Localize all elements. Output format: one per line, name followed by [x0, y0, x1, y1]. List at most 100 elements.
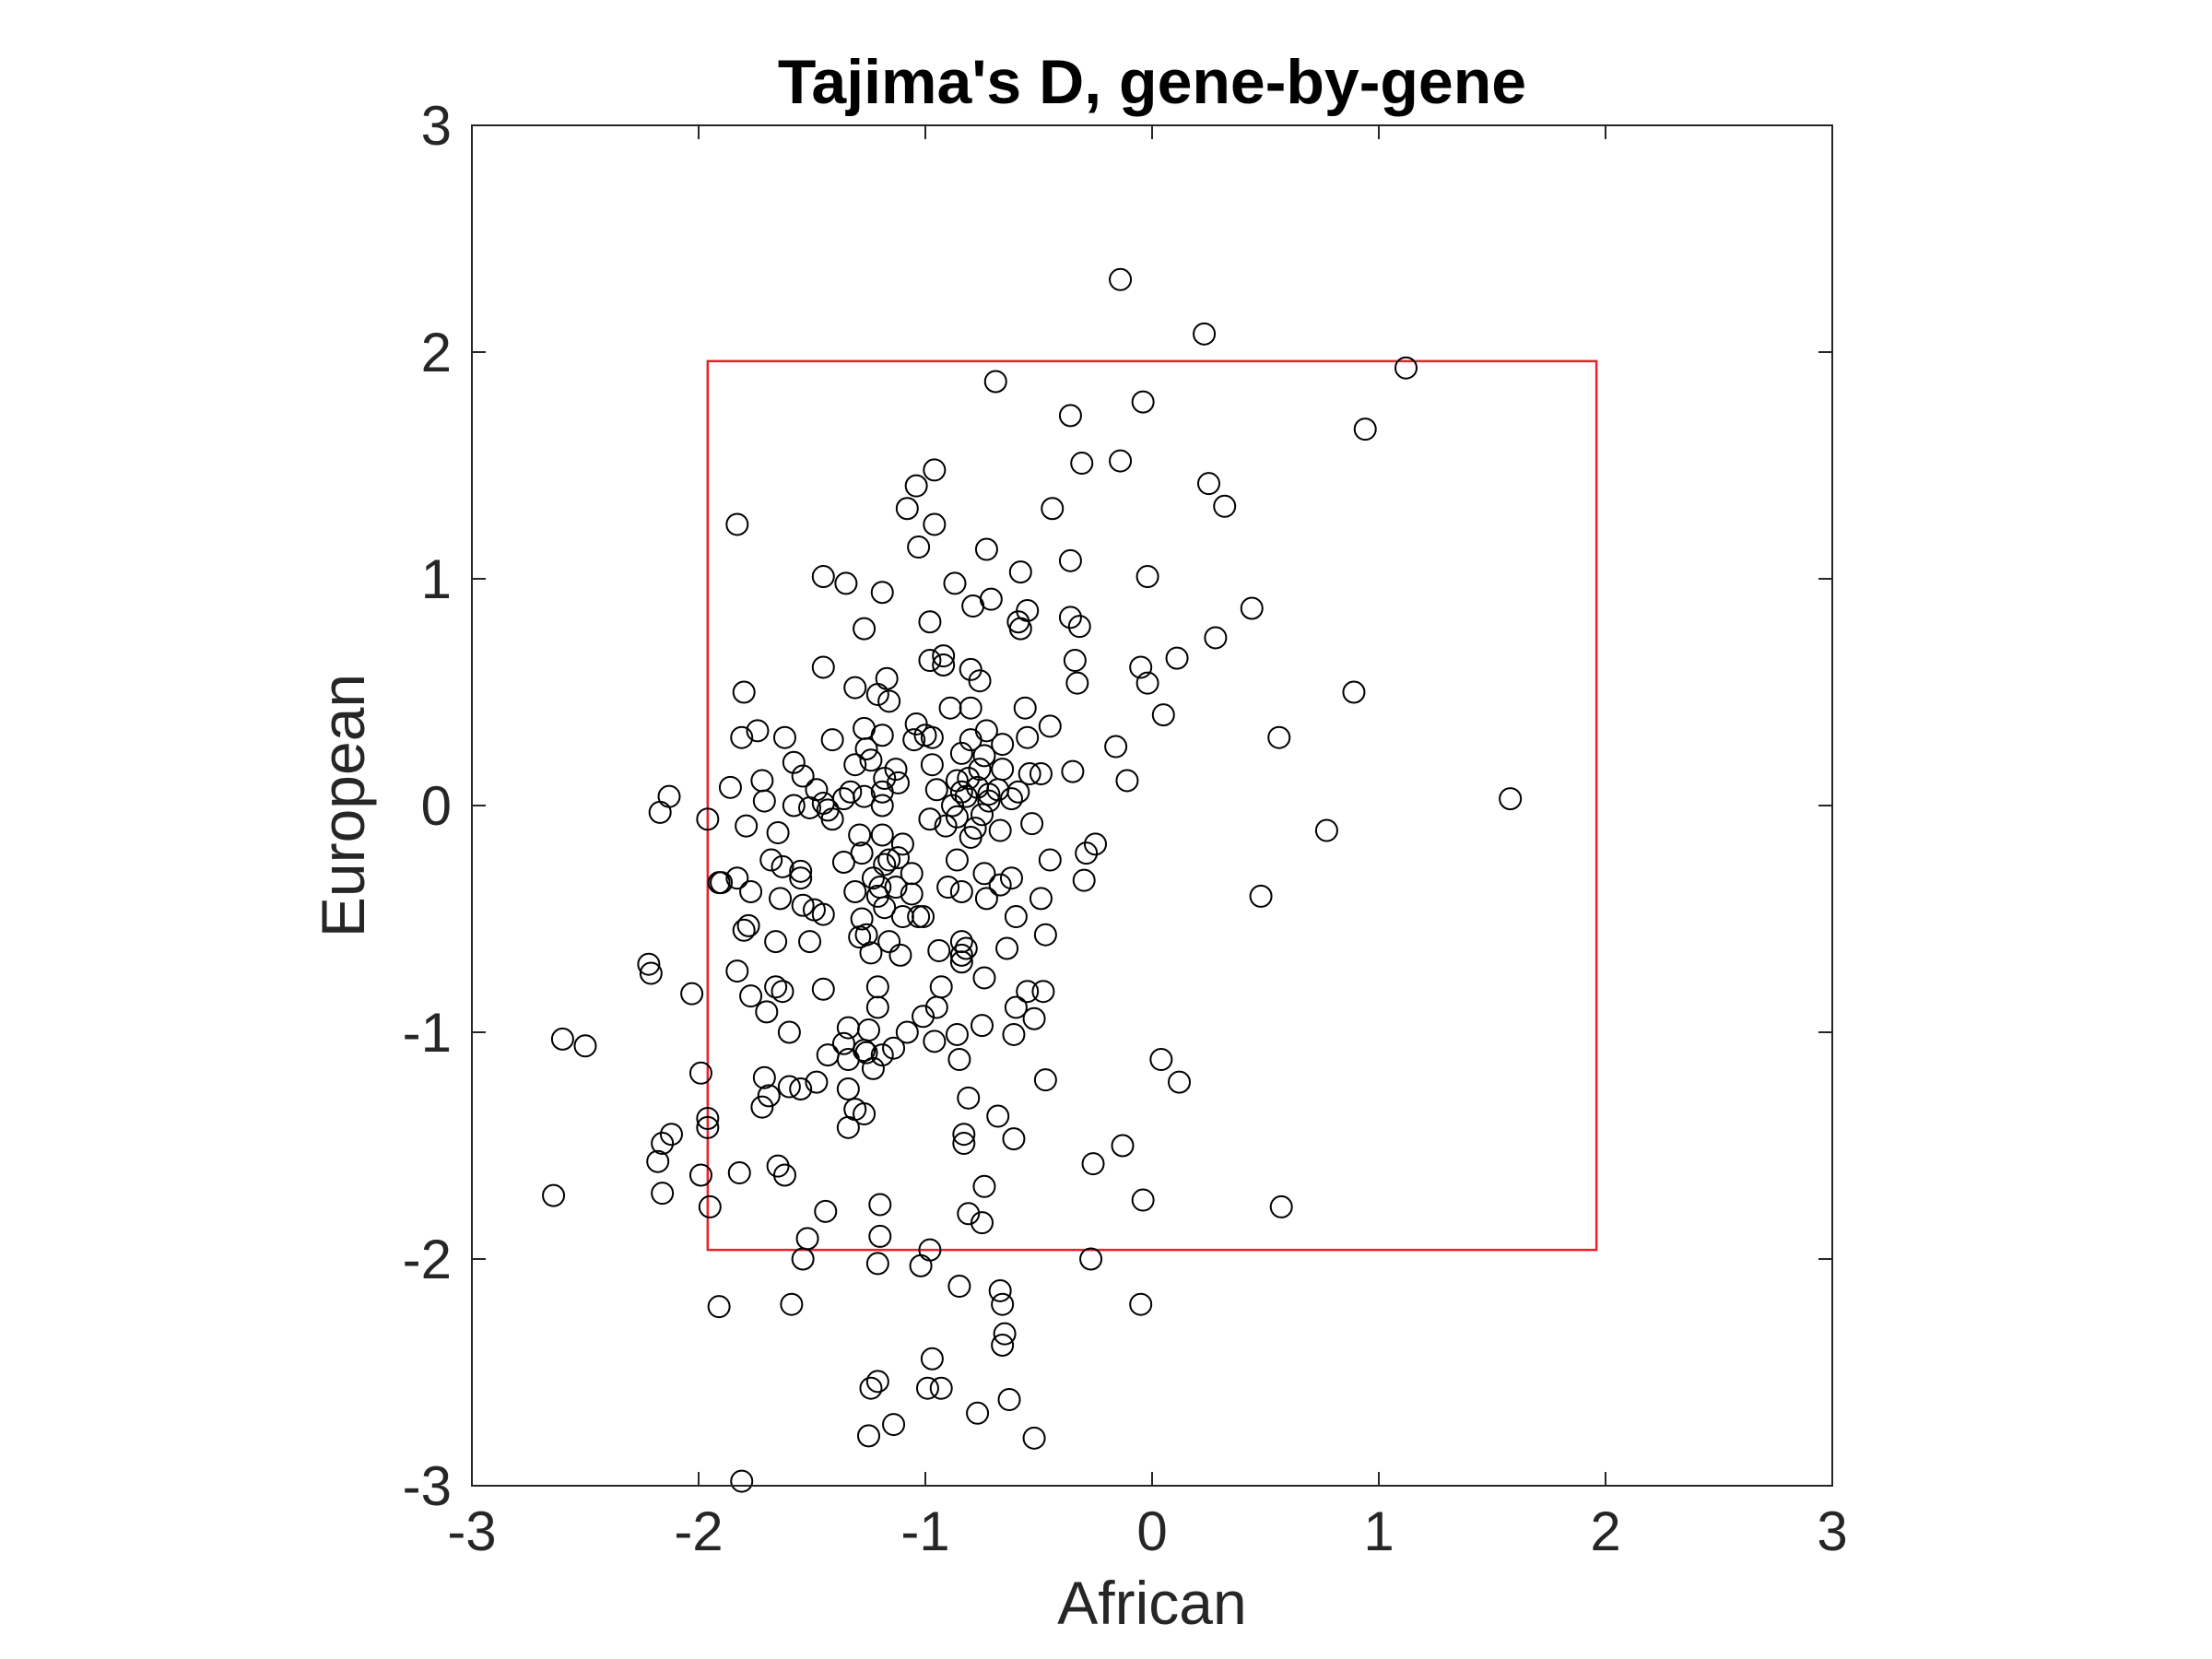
data-point	[766, 821, 790, 845]
data-point	[1342, 680, 1366, 704]
data-point	[688, 1061, 712, 1085]
data-point	[986, 1104, 1010, 1128]
data-point	[1038, 714, 1062, 738]
data-point	[1061, 759, 1085, 783]
data-point	[820, 728, 844, 752]
data-point	[848, 823, 872, 847]
data-point	[718, 775, 742, 799]
data-point	[1020, 812, 1044, 836]
data-point	[861, 1056, 885, 1080]
data-point	[850, 907, 874, 931]
data-point	[789, 859, 813, 883]
data-point	[947, 1048, 971, 1072]
data-point	[732, 680, 756, 704]
data-point	[949, 879, 973, 903]
data-point	[945, 848, 969, 872]
data-point	[573, 1034, 597, 1058]
x-tick-label: 1	[1363, 1500, 1394, 1562]
data-point	[924, 995, 948, 1019]
data-point	[971, 1014, 994, 1038]
data-point	[1058, 606, 1082, 629]
data-point	[988, 873, 1012, 897]
data-point	[870, 724, 894, 747]
data-point	[752, 1065, 776, 1089]
data-point	[639, 961, 663, 985]
data-point	[811, 977, 835, 1001]
data-point	[848, 925, 872, 949]
y-tick-label: -3	[403, 1455, 452, 1517]
data-point	[782, 750, 806, 774]
data-point	[1149, 1048, 1173, 1072]
data-point	[780, 1292, 804, 1316]
data-point	[1016, 980, 1040, 1004]
data-point	[853, 784, 877, 808]
data-point	[972, 1174, 996, 1198]
data-point	[764, 975, 788, 999]
data-point	[707, 871, 731, 895]
data-point	[1104, 735, 1128, 759]
data-point	[1197, 472, 1220, 496]
y-tick-label: -1	[403, 1002, 452, 1064]
data-point	[757, 1084, 781, 1108]
data-point	[1033, 1068, 1057, 1092]
data-point	[868, 1224, 892, 1248]
data-point	[918, 807, 942, 831]
data-point	[1109, 449, 1133, 473]
data-point	[870, 581, 894, 605]
data-point	[834, 571, 858, 595]
data-point	[1022, 1426, 1046, 1450]
data-point	[865, 884, 889, 908]
data-point	[1018, 762, 1041, 786]
data-point	[907, 535, 931, 559]
data-point	[999, 787, 1023, 811]
data-point	[945, 1022, 969, 1046]
x-tick-label: 2	[1590, 1500, 1620, 1562]
data-point	[877, 689, 901, 713]
data-point	[929, 1376, 953, 1400]
data-point	[698, 1194, 722, 1218]
x-tick-label: -3	[447, 1500, 496, 1562]
data-point	[1029, 762, 1053, 786]
data-point	[974, 537, 998, 561]
data-point	[759, 848, 783, 872]
data-point	[873, 766, 897, 790]
data-point	[811, 902, 835, 926]
data-point	[739, 984, 763, 1008]
data-point	[859, 941, 883, 965]
data-point	[882, 1036, 906, 1060]
data-point	[1151, 703, 1175, 727]
data-point	[865, 1370, 889, 1394]
data-point	[865, 995, 889, 1019]
data-point	[727, 1161, 751, 1185]
data-point	[732, 918, 756, 942]
data-point	[983, 370, 1007, 394]
axes-layer: -3 -2 -1 0 1 2 3 -3 -2 -1 0 1 2 3	[403, 95, 1848, 1562]
data-point	[957, 766, 981, 790]
data-point	[1168, 1070, 1192, 1094]
data-point	[777, 1020, 801, 1044]
data-point	[1072, 868, 1096, 892]
data-point	[972, 862, 996, 886]
chart-title: Tajima's D, gene-by-gene	[778, 47, 1526, 117]
data-point	[873, 853, 897, 877]
data-point	[707, 1295, 731, 1319]
data-point	[1269, 1194, 1293, 1218]
data-point	[952, 1123, 976, 1147]
data-point	[1353, 418, 1377, 441]
data-point	[839, 780, 863, 804]
data-point	[957, 1086, 981, 1110]
data-point	[772, 725, 796, 749]
data-point	[949, 943, 973, 967]
data-point	[1067, 615, 1091, 639]
data-point	[974, 887, 998, 911]
data-point	[991, 1333, 1015, 1357]
data-point	[1004, 995, 1028, 1019]
data-point	[746, 719, 770, 743]
data-point	[886, 846, 910, 870]
data-point	[865, 682, 889, 706]
data-point	[884, 876, 908, 900]
data-point	[971, 803, 994, 827]
data-point	[988, 1278, 1012, 1302]
data-point	[1006, 780, 1030, 804]
x-axis-label: African	[1057, 1569, 1246, 1637]
